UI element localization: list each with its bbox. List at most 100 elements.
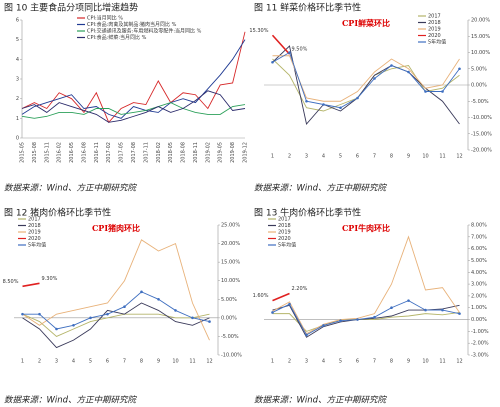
y-tick-label: -10.00% bbox=[221, 353, 242, 359]
y-tick-label: -1.00% bbox=[471, 329, 489, 335]
y-tick-label: 0 bbox=[16, 136, 19, 142]
series-marker bbox=[89, 316, 92, 320]
x-tick-label: 1 bbox=[271, 154, 274, 160]
series-marker bbox=[339, 106, 342, 110]
figure-caption: 图 13 牛肉价格环比季节性 bbox=[254, 207, 361, 219]
series-marker bbox=[458, 67, 461, 71]
series-line bbox=[21, 31, 246, 124]
series-marker bbox=[157, 297, 160, 301]
x-tick-label: 4 bbox=[72, 359, 75, 365]
series-marker bbox=[441, 90, 444, 93]
series-marker bbox=[21, 312, 24, 316]
series-line bbox=[22, 313, 210, 337]
legend-label: 2017 bbox=[28, 217, 41, 223]
y-tick-label: 2 bbox=[16, 96, 19, 102]
series-marker bbox=[390, 64, 393, 67]
y-tick-label: 7.00% bbox=[471, 234, 487, 240]
series-marker bbox=[38, 312, 41, 316]
legend-label: 2018 bbox=[428, 20, 441, 26]
legend-label: 5年均值 bbox=[428, 39, 446, 46]
data-label: 1.60% bbox=[253, 293, 269, 299]
series-marker bbox=[407, 70, 410, 74]
series-marker bbox=[208, 320, 211, 323]
x-tick-label: 2015-11 bbox=[44, 142, 50, 163]
source-note: 数据来源：Wind、方正中期研究院 bbox=[4, 183, 138, 194]
chart-subtitle: CPI鲜菜环比 bbox=[342, 18, 390, 28]
legend-label: CPI:食品:鲜菜:当月同比 % bbox=[87, 34, 147, 41]
x-tick-label: 2016-05 bbox=[69, 142, 75, 163]
series-marker bbox=[441, 308, 444, 312]
series-line bbox=[21, 90, 246, 123]
series-line bbox=[272, 292, 290, 302]
legend-label: 5年均值 bbox=[278, 242, 296, 249]
series-line bbox=[272, 55, 460, 102]
x-tick-label: 3 bbox=[305, 154, 308, 160]
series-line bbox=[22, 239, 210, 341]
series-line bbox=[272, 45, 460, 125]
y-tick-label: 5 bbox=[16, 37, 19, 43]
y-tick-label: 3 bbox=[16, 77, 19, 83]
x-tick-label: 9 bbox=[157, 359, 160, 365]
x-tick-label: 12 bbox=[456, 359, 462, 365]
x-tick-label: 11 bbox=[439, 154, 445, 160]
series-line bbox=[271, 34, 291, 55]
y-tick-label: 20.00% bbox=[471, 18, 490, 24]
y-tick-label: 1 bbox=[16, 116, 19, 122]
x-tick-label: 2019-05 bbox=[218, 142, 224, 163]
series-line bbox=[22, 291, 210, 330]
x-tick-label: 12 bbox=[456, 154, 462, 160]
x-tick-label: 10 bbox=[172, 359, 178, 365]
x-tick-label: 7 bbox=[373, 359, 376, 365]
x-tick-label: 11 bbox=[439, 359, 445, 365]
x-tick-label: 3 bbox=[305, 359, 308, 365]
legend-label: 5年均值 bbox=[28, 242, 46, 249]
y-tick-label: -15.00% bbox=[471, 131, 492, 137]
legend-label: CPI:当月同比 % bbox=[87, 15, 123, 22]
figure-caption: 图 12 猪肉价格环比季节性 bbox=[4, 207, 111, 219]
x-tick-label: 2 bbox=[288, 359, 291, 365]
data-label: 8.50% bbox=[3, 279, 19, 285]
x-tick-label: 7 bbox=[123, 359, 126, 365]
series-line bbox=[21, 39, 246, 119]
y-tick-label: 3.00% bbox=[471, 282, 487, 288]
series-marker bbox=[305, 99, 308, 103]
series-marker bbox=[123, 305, 126, 309]
series-marker bbox=[72, 323, 75, 327]
x-tick-label: 10 bbox=[422, 154, 428, 160]
series-marker bbox=[458, 312, 461, 315]
series-line bbox=[272, 300, 460, 336]
x-tick-label: 2 bbox=[38, 359, 41, 365]
x-tick-label: 2018-08 bbox=[181, 142, 187, 163]
y-tick-label: 4 bbox=[16, 57, 19, 63]
series-marker bbox=[174, 309, 177, 312]
x-tick-label: 3 bbox=[55, 359, 58, 365]
series-marker bbox=[424, 308, 427, 312]
data-label: 9.50% bbox=[292, 47, 308, 53]
legend-label: 2017 bbox=[428, 14, 441, 20]
x-tick-label: 9 bbox=[407, 359, 410, 365]
x-tick-label: 5 bbox=[89, 359, 92, 365]
series-marker bbox=[373, 77, 376, 80]
series-marker bbox=[322, 324, 325, 327]
x-tick-label: 1 bbox=[271, 359, 274, 365]
series-marker bbox=[424, 90, 427, 93]
x-tick-label: 5 bbox=[339, 359, 342, 365]
legend-label: 2020 bbox=[278, 236, 291, 242]
x-tick-label: 2018-02 bbox=[156, 142, 162, 163]
y-tick-label: -5.00% bbox=[221, 334, 239, 340]
y-tick-label: 25.00% bbox=[221, 223, 240, 229]
x-tick-label: 2019-02 bbox=[205, 142, 211, 163]
y-tick-label: 10.00% bbox=[221, 278, 240, 284]
data-label: 2.20% bbox=[292, 286, 308, 292]
x-tick-label: 7 bbox=[373, 154, 376, 160]
series-marker bbox=[322, 103, 325, 106]
y-tick-label: 2.00% bbox=[471, 293, 487, 299]
series-marker bbox=[288, 51, 291, 54]
y-tick-label: 15.00% bbox=[471, 34, 490, 40]
legend-label: 2018 bbox=[28, 223, 41, 229]
legend-label: 2018 bbox=[278, 223, 291, 229]
series-marker bbox=[140, 290, 143, 294]
x-tick-label: 2017-11 bbox=[143, 142, 149, 163]
legend-label: 2019 bbox=[278, 230, 291, 236]
